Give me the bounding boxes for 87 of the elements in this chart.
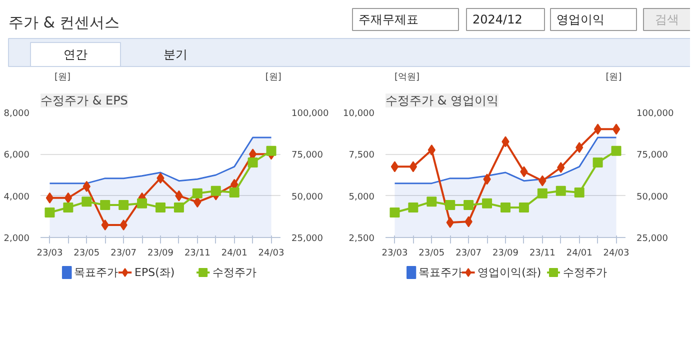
y2-tick-label: 75,000 <box>636 150 668 161</box>
y2-tick-label: 100,000 <box>292 109 329 119</box>
point <box>156 202 166 212</box>
point <box>611 146 622 156</box>
y-tick-label: 4,000 <box>4 192 30 202</box>
point <box>576 142 584 153</box>
point <box>210 186 221 196</box>
x-tick-label: 24/01 <box>566 248 592 258</box>
x-tick-label: 23/05 <box>418 248 445 258</box>
y-tick-label: 5,000 <box>348 192 375 202</box>
point <box>118 200 129 210</box>
point <box>594 124 602 135</box>
y2-tick-label: 25,000 <box>636 234 668 244</box>
legend-label: 목표주가 <box>418 266 463 279</box>
point <box>64 192 72 204</box>
point <box>63 202 74 212</box>
point <box>426 196 437 207</box>
point <box>192 188 202 198</box>
y-axis-title: [원] <box>54 72 70 82</box>
point <box>557 162 565 173</box>
y2-axis-title: [원] <box>265 72 282 82</box>
x-tick-label: 24/03 <box>603 248 630 258</box>
point <box>390 161 399 172</box>
y2-tick-label: 25,000 <box>292 234 324 244</box>
x-tick-label: 23/09 <box>492 248 519 258</box>
text: 2024/12 <box>472 12 522 26</box>
y2-tick-label: 50,000 <box>636 192 668 202</box>
point <box>592 158 603 168</box>
x-tick-label: 23/03 <box>382 248 408 258</box>
point <box>612 124 620 135</box>
x-tick-label: 23/07 <box>456 248 482 258</box>
point <box>44 208 55 218</box>
y-tick-label: 7,500 <box>348 150 375 161</box>
point <box>248 158 258 168</box>
point <box>464 200 474 210</box>
legend-label: EPS(좌) <box>134 266 175 279</box>
y-tick-label: 2,500 <box>348 234 375 244</box>
point <box>409 161 418 172</box>
point <box>482 198 492 208</box>
point <box>390 208 400 218</box>
point <box>174 202 184 212</box>
text: 연간 <box>64 48 88 62</box>
text: 분기 <box>164 48 188 62</box>
chart-title: 수정주가 & EPS <box>40 94 128 108</box>
point <box>137 198 148 208</box>
text: 주재무제표 <box>358 12 418 26</box>
y2-tick-label: 50,000 <box>292 192 324 202</box>
chart-title: 수정주가 & 영업이익 <box>386 94 498 108</box>
point <box>446 217 454 228</box>
point <box>101 220 109 230</box>
text: 영업이익 <box>556 12 604 26</box>
x-tick-label: 24/01 <box>221 248 248 258</box>
x-tick-label: 24/03 <box>258 248 284 258</box>
legend-label: 영업이익(좌) <box>478 266 542 279</box>
point <box>500 202 510 212</box>
legend-label: 수정주가 <box>212 266 257 279</box>
x-tick-label: 23/11 <box>529 248 556 258</box>
point <box>556 186 566 196</box>
point <box>229 188 240 198</box>
x-tick-label: 23/03 <box>36 248 63 258</box>
text: 주가 & 컨센서스 <box>8 14 120 32</box>
y-axis-title: [억원] <box>394 72 420 82</box>
y2-tick-label: 100,000 <box>636 109 674 119</box>
y-tick-label: 8,000 <box>4 109 30 119</box>
y-tick-label: 10,000 <box>343 109 375 119</box>
point <box>46 192 54 204</box>
x-tick-label: 23/07 <box>110 248 137 258</box>
y2-axis-title: [원] <box>606 72 622 82</box>
point <box>100 200 110 210</box>
legend-label: 목표주가 <box>74 266 118 279</box>
point <box>428 144 436 156</box>
point <box>574 188 584 198</box>
point <box>120 220 128 230</box>
x-tick-label: 23/09 <box>148 248 174 258</box>
point <box>408 202 418 212</box>
y-tick-label: 6,000 <box>4 150 30 161</box>
point <box>518 202 529 212</box>
text: 검색 <box>655 12 679 26</box>
point <box>445 200 456 210</box>
x-tick-label: 23/11 <box>184 248 210 258</box>
y2-tick-label: 75,000 <box>292 150 324 161</box>
point <box>537 188 548 198</box>
point <box>266 146 276 156</box>
x-tick-label: 23/05 <box>74 248 100 258</box>
point <box>82 196 92 207</box>
legend-label: 수정주가 <box>562 266 607 279</box>
y-tick-label: 2,000 <box>4 234 30 244</box>
